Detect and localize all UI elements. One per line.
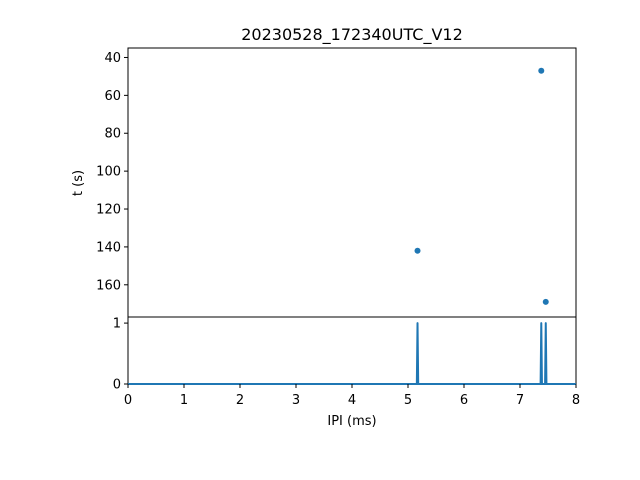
line-x-tick-label: 7 (516, 393, 524, 408)
line-x-tick-label: 4 (348, 393, 356, 408)
scatter-panel: 40 60 80 100 120 140 160 t (s) (71, 47, 577, 318)
scatter-y-axis-label: t (s) (71, 170, 86, 196)
line-series-path (128, 322, 576, 385)
line-x-tick-label: 6 (460, 393, 468, 408)
line-y-tick-label: 1 (113, 317, 121, 332)
scatter-point (542, 298, 549, 305)
line-x-tick-label: 0 (124, 393, 132, 408)
line-x-tick-label: 3 (292, 393, 300, 408)
scatter-points (414, 67, 549, 305)
scatter-y-tick-label: 60 (104, 89, 121, 104)
scatter-y-tick-label: 140 (96, 240, 121, 255)
scatter-y-ticks: 40 60 80 100 120 140 160 (96, 51, 128, 293)
line-y-ticks: 01 (113, 317, 128, 393)
line-x-tick-label: 2 (236, 393, 244, 408)
scatter-y-tick-label: 80 (104, 127, 121, 142)
chart-title: 20230528_172340UTC_V12 (241, 25, 463, 45)
scatter-y-tick-label: 160 (96, 278, 121, 293)
scatter-y-tick-label: 40 (104, 51, 121, 66)
line-x-axis-label: IPI (ms) (327, 414, 376, 429)
scatter-y-tick-label: 100 (96, 165, 121, 180)
line-series (128, 322, 576, 385)
line-x-tick-label: 5 (404, 393, 412, 408)
scatter-point (414, 247, 421, 254)
scatter-point (538, 67, 545, 74)
line-x-tick-label: 8 (572, 393, 580, 408)
scatter-y-tick-label: 120 (96, 203, 121, 218)
line-x-ticks: 0 1 2 3 4 5 6 7 8 (124, 384, 580, 408)
line-y-tick-label: 0 (113, 378, 121, 393)
line-x-tick-label: 1 (180, 393, 188, 408)
